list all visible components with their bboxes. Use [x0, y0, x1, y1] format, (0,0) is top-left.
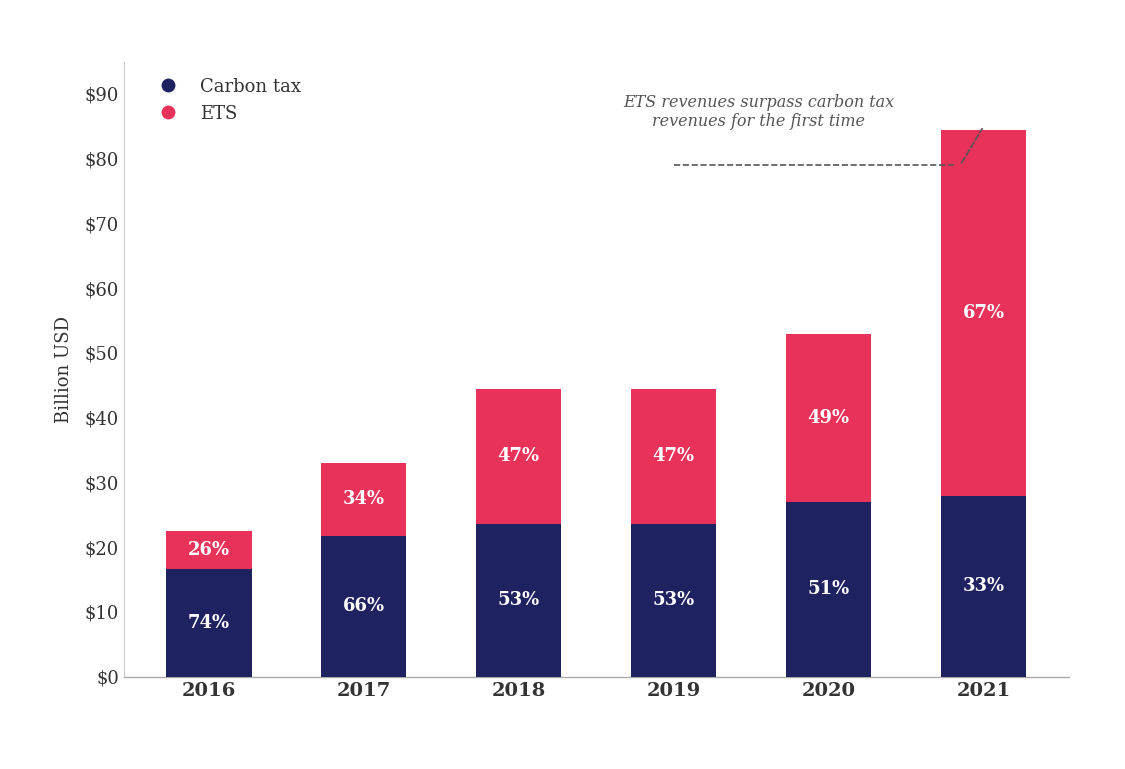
Bar: [786, 501, 871, 677]
Text: 34%: 34%: [343, 491, 385, 508]
Bar: [631, 524, 717, 677]
Text: 26%: 26%: [188, 541, 229, 559]
Bar: [940, 496, 1026, 677]
Y-axis label: Billion USD: Billion USD: [55, 315, 73, 423]
Text: 67%: 67%: [963, 304, 1005, 322]
Text: 74%: 74%: [188, 614, 229, 632]
Text: 53%: 53%: [497, 591, 540, 609]
Text: ETS revenues surpass carbon tax
revenues for the first time: ETS revenues surpass carbon tax revenues…: [623, 94, 894, 131]
Text: 49%: 49%: [808, 408, 849, 427]
Bar: [166, 531, 252, 569]
Bar: [166, 569, 252, 677]
Text: 33%: 33%: [963, 578, 1005, 595]
Text: 53%: 53%: [652, 591, 695, 609]
Bar: [476, 388, 561, 524]
Bar: [322, 463, 406, 536]
Bar: [476, 524, 561, 677]
Text: 66%: 66%: [343, 598, 385, 615]
Bar: [322, 536, 406, 677]
Bar: [631, 388, 717, 524]
Text: 51%: 51%: [808, 580, 849, 598]
Bar: [786, 334, 871, 501]
Text: 47%: 47%: [652, 448, 695, 465]
Text: 47%: 47%: [497, 448, 540, 465]
Legend: Carbon tax, ETS: Carbon tax, ETS: [142, 71, 308, 130]
Bar: [940, 129, 1026, 496]
